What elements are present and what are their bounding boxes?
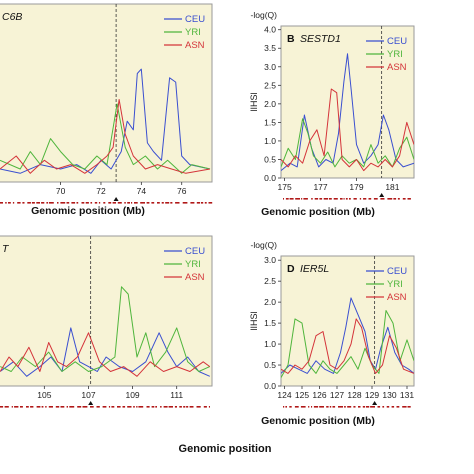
y-tick-label: 2.5 xyxy=(264,80,276,90)
y-tick-label: 0.0 xyxy=(264,173,276,183)
legend-entry-asn: ASN xyxy=(387,292,407,303)
legend-entry-ceu: CEU xyxy=(387,266,407,277)
neglogq-label: -log(Q) xyxy=(251,240,278,250)
y-tick-label: 0.5 xyxy=(264,360,276,370)
x-tick-label: 175 xyxy=(278,182,292,192)
y-tick-label: 1.0 xyxy=(264,136,276,146)
x-tick-label: 125 xyxy=(295,390,309,400)
x-axis-label: Genomic position (Mb) xyxy=(261,415,375,427)
x-tick-label: 107 xyxy=(81,390,95,400)
x-axis-label: Genomic position (Mb) xyxy=(261,206,375,218)
series-line-asn xyxy=(0,332,211,377)
gene-marker-icon xyxy=(88,401,94,405)
y-tick-label: 3.0 xyxy=(264,255,276,265)
y-axis-label: lIHSl xyxy=(249,311,259,330)
plot-area xyxy=(0,235,213,387)
series-line-ceu xyxy=(281,297,414,374)
legend-entry-yri: YRI xyxy=(387,279,403,290)
x-tick-label: 131 xyxy=(400,390,414,400)
x-tick-label: 124 xyxy=(277,390,291,400)
series-line-ceu xyxy=(281,53,414,171)
x-tick-label: 70 xyxy=(56,186,66,196)
gene-marker-icon xyxy=(113,197,119,201)
plot-area xyxy=(280,25,415,179)
chart-panel-C: T CEU YRI ASN 105 107 109 111 xyxy=(0,235,213,408)
marker-track xyxy=(0,406,210,408)
series-line-asn xyxy=(281,88,414,172)
chart-panel-A: C6B CEU YRI ASN 70 72 74 76 Genomic position (Mb… xyxy=(0,3,213,217)
x-tick-label: 179 xyxy=(349,182,363,192)
legend-entry-ceu: CEU xyxy=(387,36,407,47)
x-tick-label: 127 xyxy=(330,390,344,400)
x-tick-label: 177 xyxy=(313,182,327,192)
series-line-yri xyxy=(281,310,414,378)
x-tick-label: 74 xyxy=(137,186,147,196)
series-line-ceu xyxy=(0,68,211,174)
y-tick-label: 2.5 xyxy=(264,276,276,286)
x-tick-label: 109 xyxy=(125,390,139,400)
x-tick-label: 111 xyxy=(170,390,183,400)
y-tick-label: 2.0 xyxy=(264,297,276,307)
figure-bottom-label: Genomic position xyxy=(179,443,272,455)
y-tick-label: 3.0 xyxy=(264,62,276,72)
legend-entry-yri: YRI xyxy=(185,259,201,270)
y-tick-label: 0.5 xyxy=(264,154,276,164)
x-axis-label: Genomic position (Mb) xyxy=(31,205,145,217)
y-tick-label: 2.0 xyxy=(264,99,276,109)
x-tick-label: 76 xyxy=(177,186,187,196)
gene-name: T xyxy=(2,243,10,255)
legend-entry-asn: ASN xyxy=(387,62,407,73)
gene-name: IER5L xyxy=(300,263,329,275)
gene-name: SESTD1 xyxy=(300,33,341,45)
legend-entry-ceu: CEU xyxy=(185,14,205,25)
plot-area xyxy=(0,3,213,183)
x-tick-label: 130 xyxy=(382,390,396,400)
y-tick-label: 3.5 xyxy=(264,43,276,53)
series-line-asn xyxy=(0,99,211,174)
legend-entry-asn: ASN xyxy=(185,272,205,283)
x-tick-label: 129 xyxy=(365,390,379,400)
gene-name: C6B xyxy=(2,11,22,23)
legend-entry-yri: YRI xyxy=(387,49,403,60)
y-tick-label: 1.0 xyxy=(264,339,276,349)
series-line-yri xyxy=(0,286,211,372)
y-axis-label: lIHSl xyxy=(249,92,259,111)
legend-entry-yri: YRI xyxy=(185,27,201,38)
gene-marker-icon xyxy=(372,401,378,405)
gene-marker-icon xyxy=(379,193,385,197)
y-tick-label: 4.0 xyxy=(264,25,276,35)
chart-panel-B: 0.0 0.5 1.0 1.5 2.0 2.5 3.0 3.5 4.0 lIHSl -log(Q) B… xyxy=(249,10,415,218)
x-tick-label: 72 xyxy=(96,186,106,196)
x-tick-label: 126 xyxy=(312,390,326,400)
series-line-asn xyxy=(281,318,414,374)
neglogq-label: -log(Q) xyxy=(251,10,278,20)
x-tick-label: 105 xyxy=(37,390,51,400)
panel-label: B xyxy=(287,33,295,45)
chart-panel-D: 0.0 0.5 1.0 1.5 2.0 2.5 3.0 lIHSl -log(Q) D IER5L C… xyxy=(249,240,415,427)
marker-track xyxy=(283,406,411,408)
marker-track xyxy=(0,202,213,204)
legend-entry-asn: ASN xyxy=(185,40,205,51)
y-tick-label: 1.5 xyxy=(264,117,276,127)
y-tick-label: 0.0 xyxy=(264,381,276,391)
x-tick-label: 181 xyxy=(385,182,399,192)
legend-entry-ceu: CEU xyxy=(185,246,205,257)
y-tick-label: 1.5 xyxy=(264,318,276,328)
panel-label: D xyxy=(287,263,295,275)
x-tick-label: 128 xyxy=(347,390,361,400)
marker-track xyxy=(283,198,411,200)
